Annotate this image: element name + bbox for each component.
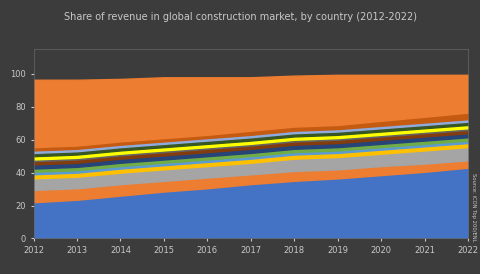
Text: Share of revenue in global construction market, by country (2012-2022): Share of revenue in global construction … — [63, 12, 417, 22]
Text: Source: iCON Top 200/ENL: Source: iCON Top 200/ENL — [471, 173, 476, 241]
